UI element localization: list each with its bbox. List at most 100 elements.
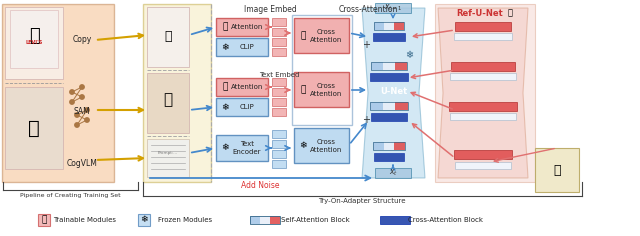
- Bar: [5, 7, 63, 79]
- Bar: [272, 150, 286, 158]
- Text: Image Embed: Image Embed: [244, 5, 296, 14]
- Polygon shape: [438, 8, 528, 178]
- Text: 🔥: 🔥: [508, 8, 513, 17]
- Bar: [384, 22, 394, 30]
- Circle shape: [84, 118, 89, 122]
- Bar: [394, 22, 404, 30]
- Bar: [272, 108, 286, 116]
- Text: CogVLM: CogVLM: [67, 159, 97, 168]
- Bar: [383, 62, 395, 70]
- Circle shape: [80, 85, 84, 89]
- Circle shape: [70, 100, 74, 104]
- Text: U-Net: U-Net: [380, 88, 408, 97]
- Bar: [454, 150, 512, 159]
- Bar: [374, 22, 404, 30]
- Bar: [450, 73, 516, 80]
- Bar: [2, 4, 114, 182]
- Text: 👕: 👕: [29, 27, 40, 45]
- Bar: [216, 38, 268, 56]
- Text: SAM: SAM: [74, 108, 90, 117]
- Bar: [371, 73, 408, 81]
- Bar: [535, 148, 579, 192]
- Text: Attention: Attention: [231, 24, 263, 30]
- Bar: [216, 18, 268, 36]
- Text: ❄: ❄: [140, 215, 148, 224]
- Text: 🙎: 🙎: [163, 93, 173, 108]
- Text: 👕: 👕: [164, 30, 172, 43]
- Text: Attention: Attention: [310, 148, 342, 153]
- Bar: [394, 142, 405, 150]
- Bar: [216, 78, 268, 96]
- Bar: [272, 140, 286, 148]
- Bar: [449, 102, 517, 111]
- Text: $x_{t-1}$: $x_{t-1}$: [384, 3, 402, 13]
- Text: Try-On-Adapter Structure: Try-On-Adapter Structure: [318, 198, 406, 204]
- Text: Cross: Cross: [317, 139, 336, 144]
- Bar: [371, 62, 407, 70]
- Text: Add Noise: Add Noise: [241, 181, 279, 190]
- Text: Cross: Cross: [317, 83, 336, 88]
- Bar: [38, 214, 50, 226]
- Bar: [260, 216, 270, 224]
- Bar: [294, 128, 349, 163]
- Text: Text Embed: Text Embed: [259, 72, 299, 78]
- Text: Cross-Attention: Cross-Attention: [339, 5, 397, 14]
- Circle shape: [70, 90, 74, 94]
- Bar: [250, 216, 280, 224]
- Bar: [250, 216, 260, 224]
- Bar: [454, 33, 512, 40]
- Bar: [396, 102, 408, 110]
- Circle shape: [80, 95, 84, 99]
- Bar: [370, 102, 408, 110]
- Text: 🔥: 🔥: [222, 22, 228, 31]
- Bar: [451, 62, 515, 71]
- Bar: [292, 15, 352, 125]
- Text: Attention: Attention: [231, 84, 263, 90]
- Bar: [455, 22, 511, 31]
- Bar: [272, 130, 286, 138]
- Bar: [272, 48, 286, 56]
- Circle shape: [75, 113, 79, 117]
- Bar: [143, 4, 211, 182]
- Bar: [455, 162, 511, 169]
- Bar: [216, 135, 268, 161]
- Text: CLIP: CLIP: [239, 104, 254, 110]
- Bar: [5, 87, 63, 169]
- Bar: [371, 62, 383, 70]
- Bar: [395, 62, 407, 70]
- Circle shape: [84, 108, 89, 112]
- Text: Trainable Modules: Trainable Modules: [54, 217, 116, 223]
- Bar: [435, 4, 535, 182]
- Text: 🔥: 🔥: [222, 83, 228, 92]
- Text: ❄: ❄: [300, 141, 307, 150]
- Text: 🧍: 🧍: [28, 118, 40, 138]
- Text: 🔥: 🔥: [300, 31, 306, 40]
- Bar: [294, 72, 349, 107]
- Bar: [372, 142, 405, 150]
- Bar: [450, 113, 516, 120]
- Text: ❄: ❄: [221, 143, 228, 152]
- Text: Pipeline of Creating Training Set: Pipeline of Creating Training Set: [20, 193, 120, 198]
- Text: 🔥: 🔥: [42, 215, 47, 224]
- Text: 🔥: 🔥: [300, 85, 306, 94]
- Text: Attention: Attention: [310, 38, 342, 43]
- Bar: [374, 153, 404, 161]
- Text: ❄: ❄: [405, 50, 413, 60]
- Polygon shape: [362, 8, 425, 178]
- Text: $x_t$: $x_t$: [388, 168, 397, 178]
- Bar: [272, 18, 286, 26]
- Bar: [375, 168, 411, 178]
- Text: CLIP: CLIP: [239, 44, 254, 50]
- Bar: [371, 113, 408, 121]
- Bar: [270, 216, 280, 224]
- Bar: [383, 142, 394, 150]
- Bar: [147, 73, 189, 133]
- Bar: [372, 142, 383, 150]
- Text: Ref-U-Net: Ref-U-Net: [456, 8, 504, 17]
- Text: +: +: [362, 115, 370, 125]
- Text: Cross-Attention Block: Cross-Attention Block: [408, 217, 483, 223]
- Bar: [380, 216, 410, 224]
- Text: ❄: ❄: [221, 102, 228, 111]
- Text: Text
Encoder: Text Encoder: [233, 142, 261, 155]
- Bar: [383, 102, 396, 110]
